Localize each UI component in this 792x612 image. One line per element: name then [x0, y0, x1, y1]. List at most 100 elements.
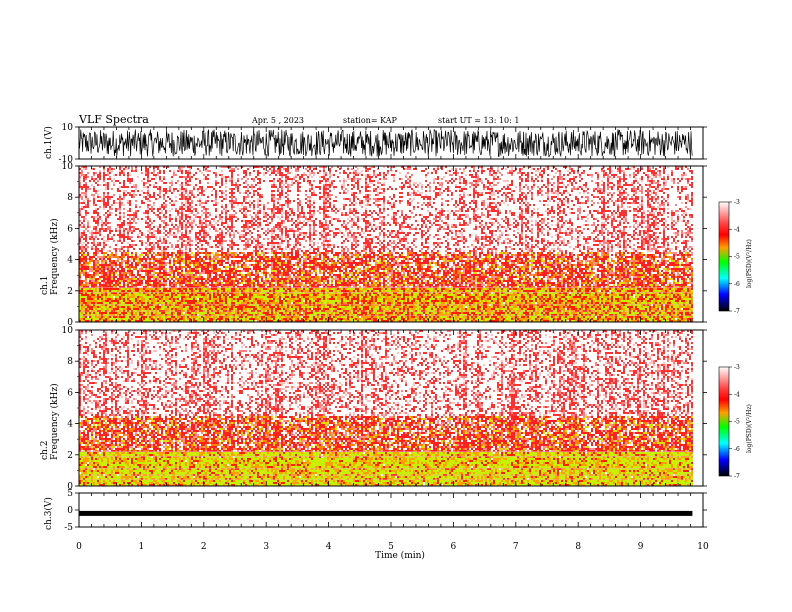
ch1-spectrogram-cell — [91, 302, 93, 304]
ch1-spectrogram-cell — [165, 254, 167, 256]
ch1-spectrogram-cell — [225, 302, 227, 304]
ch1-spectrogram-cell — [157, 186, 159, 188]
ch1-spectrogram-cell — [147, 312, 149, 314]
ch1-spectrogram-cell — [271, 210, 273, 212]
ch1-spectrogram-cell — [141, 284, 143, 286]
ch1-spectrogram-cell — [159, 276, 161, 278]
ch1-spectrogram-cell — [181, 242, 183, 244]
ch1-spectrogram-cell — [107, 240, 109, 242]
ch1-spectrogram-cell — [107, 266, 109, 268]
ch1-spectrogram-cell — [227, 230, 229, 232]
ch1-spectrogram-cell — [101, 264, 103, 266]
ch1-spectrogram-cell — [185, 200, 187, 202]
ch1-spectrogram-cell — [233, 232, 235, 234]
ch1-spectrogram-cell — [133, 298, 135, 300]
ch1-spectrogram-cell — [145, 318, 147, 320]
ch1-spectrogram-cell — [257, 230, 259, 232]
ch1-spectrogram-cell — [229, 300, 231, 302]
ch1-spectrogram-cell — [97, 280, 99, 282]
ch1-spectrogram-cell — [179, 198, 181, 200]
ch1-spectrogram-cell — [135, 262, 137, 264]
ch1-spectrogram-cell — [127, 180, 129, 182]
ch1-spectrogram-cell — [95, 274, 97, 276]
ch1-spectrogram-cell — [181, 228, 183, 230]
ch1-spectrogram-cell — [91, 296, 93, 298]
ch1-spectrogram-cell — [207, 318, 209, 320]
ch1-spectrogram-cell — [163, 194, 165, 196]
ch1-spectrogram-cell — [147, 226, 149, 228]
ch1-spectrogram-cell — [143, 278, 145, 280]
ch1-spectrogram-cell — [85, 238, 87, 240]
ch1-spectrogram-cell — [129, 282, 131, 284]
ch1-spectrogram-cell — [99, 272, 101, 274]
ch1-spectrogram-cell — [161, 206, 163, 208]
ch1-spectrogram-cell — [273, 172, 275, 174]
ch1-spectrogram-cell — [251, 216, 253, 218]
ch1-spectrogram-cell — [275, 306, 277, 308]
ch1-spectrogram-cell — [99, 294, 101, 296]
ch1-spectrogram-cell — [211, 200, 213, 202]
ch1-spectrogram-cell — [227, 244, 229, 246]
ch1-spectrogram-cell — [147, 272, 149, 274]
ch1-spectrogram-cell — [109, 206, 111, 208]
ch1-spectrogram-cell — [137, 218, 139, 220]
ch1-spectrogram-cell — [179, 280, 181, 282]
ch1-spectrogram-cell — [187, 290, 189, 292]
ch1-spectrogram-cell — [185, 262, 187, 264]
ch1-spectrogram-cell — [135, 288, 137, 290]
ch1-spectrogram-cell — [253, 204, 255, 206]
ch1-spectrogram-cell — [267, 232, 269, 234]
ch1-spectrogram-cell — [121, 202, 123, 204]
ch1-spectrogram-cell — [141, 244, 143, 246]
ch1-spectrogram-cell — [99, 196, 101, 198]
ch1-spectrogram-cell — [189, 176, 191, 178]
ch1-spectrogram-cell — [141, 276, 143, 278]
ch1-spectrogram-cell — [197, 290, 199, 292]
ch1-spectrogram-cell — [173, 270, 175, 272]
ch1-spectrogram-cell — [89, 288, 91, 290]
ch1-spectrogram-cell — [109, 312, 111, 314]
ch1-spectrogram-cell — [211, 194, 213, 196]
ch1-spectrogram-cell — [265, 294, 267, 296]
ch1-spectrogram-cell — [107, 312, 109, 314]
ch1-spectrogram-cell — [191, 316, 193, 318]
ch1-spectrogram-cell — [251, 254, 253, 256]
ch1-spectrogram-cell — [203, 234, 205, 236]
ch1-spectrogram-cell — [81, 280, 83, 282]
ch1-spectrogram-cell — [259, 262, 261, 264]
ch1-spectrogram-cell — [217, 312, 219, 314]
ch1-spectrogram-cell — [113, 306, 115, 308]
ch1-spectrogram-cell — [185, 228, 187, 230]
ch1-spectrogram-cell — [93, 228, 95, 230]
ch1-spectrogram-cell — [247, 228, 249, 230]
ch1-spectrogram-cell — [165, 182, 167, 184]
ch1-spectrogram-cell — [263, 298, 265, 300]
ch1-spectrogram-cell — [271, 180, 273, 182]
ch1-spectrogram-cell — [121, 226, 123, 228]
ch1-spectrogram-cell — [251, 272, 253, 274]
ch1-spectrogram-cell — [85, 256, 87, 258]
ch1-spectrogram-cell — [235, 256, 237, 258]
ch1-spectrogram-cell — [195, 298, 197, 300]
ch1-spectrogram-cell — [181, 222, 183, 224]
ch1-spectrogram-cell — [179, 170, 181, 172]
ch1-spectrogram-cell — [203, 268, 205, 270]
ch1-spectrogram-cell — [215, 182, 217, 184]
ch1-spectrogram-cell — [201, 270, 203, 272]
ch1-spectrogram-cell — [251, 226, 253, 228]
ch1-spectrogram-cell — [167, 252, 169, 254]
ch1-spectrogram-cell — [109, 262, 111, 264]
ch1-spectrogram-cell — [199, 300, 201, 302]
ch1-spectrogram-cell — [131, 294, 133, 296]
ch1-spectrogram-cell — [243, 270, 245, 272]
ch1-spectrogram-cell — [193, 194, 195, 196]
ch1-spectrogram-cell — [129, 260, 131, 262]
ch1-spectrogram-cell — [237, 300, 239, 302]
ch1-spectrogram-cell — [113, 202, 115, 204]
ch1-spectrogram-cell — [235, 220, 237, 222]
ch1-spectrogram-cell — [83, 232, 85, 234]
ch1-spectrogram-cell — [197, 242, 199, 244]
ch1-spectrogram-cell — [155, 280, 157, 282]
ch1-spectrogram-cell — [231, 276, 233, 278]
ch1-spectrogram-cell — [165, 312, 167, 314]
